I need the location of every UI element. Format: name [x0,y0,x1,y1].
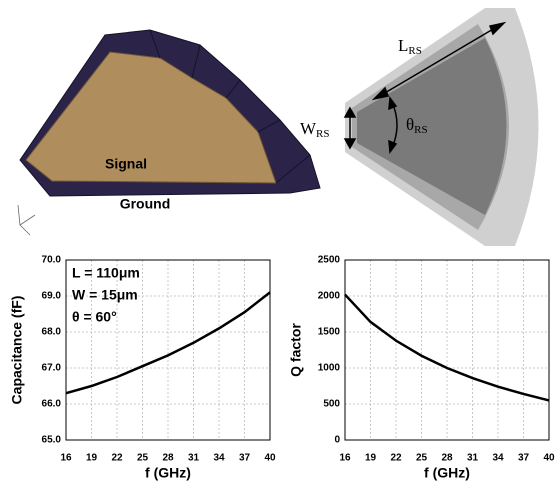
y-tick-label: 70.0 [42,255,62,266]
x-tick-label: 25 [416,453,428,464]
y-tick-label: 2000 [318,291,341,302]
ground-label: Ground [120,196,171,212]
y-tick-label: 500 [323,399,340,410]
x-tick-label: 28 [162,453,174,464]
width-label: WRS [300,119,330,140]
y-tick-label: 2500 [318,255,341,266]
angle-main: θ [406,115,414,134]
y-tick-label: 0 [334,435,340,446]
signal-label: Signal [105,156,147,172]
x-tick-label: 37 [518,453,530,464]
axes-icon [18,205,35,235]
x-tick-label: 22 [111,453,123,464]
x-tick-label: 19 [86,453,98,464]
x-tick-label: 16 [60,453,72,464]
length-main: L [398,36,408,55]
data-line [66,292,270,393]
y-tick-label: 66.0 [42,399,62,410]
x-tick-label: 22 [390,453,402,464]
x-axis-label: f (GHz) [145,465,191,481]
y-tick-label: 67.0 [42,363,62,374]
resonator-3d: Signal Ground [18,30,320,235]
resonator-top: LRS WRS θRS [300,8,539,246]
x-tick-label: 34 [492,453,504,464]
y-tick-label: 65.0 [42,435,62,446]
length-sub: RS [408,45,421,57]
y-axis-label: Capacitance (fF) [9,296,25,405]
annotation: L = 110μm [72,265,140,281]
x-axis-label: f (GHz) [424,465,470,481]
y-tick-label: 1000 [318,363,341,374]
y-tick-label: 1500 [318,327,341,338]
angle-sub: RS [414,124,427,136]
x-tick-label: 37 [239,453,251,464]
figure: Signal Ground LRS WRS θRS 65.066.067.068… [0,0,556,486]
x-tick-label: 25 [137,453,149,464]
x-tick-label: 34 [213,453,225,464]
length-label: LRS [398,36,422,57]
width-sub: RS [316,128,329,140]
x-tick-label: 28 [441,453,453,464]
annotation: θ = 60° [72,309,117,325]
annotation: W = 15μm [72,287,138,303]
x-tick-label: 31 [188,453,200,464]
x-tick-label: 16 [339,453,351,464]
width-main: W [300,119,317,138]
page: Signal Ground LRS WRS θRS 65.066.067.068… [0,0,556,486]
y-axis-label: Q factor [288,323,304,377]
x-tick-label: 40 [264,453,276,464]
x-tick-label: 40 [543,453,555,464]
x-tick-label: 19 [365,453,377,464]
y-tick-label: 68.0 [42,327,62,338]
x-tick-label: 31 [467,453,479,464]
y-tick-label: 69.0 [42,291,62,302]
